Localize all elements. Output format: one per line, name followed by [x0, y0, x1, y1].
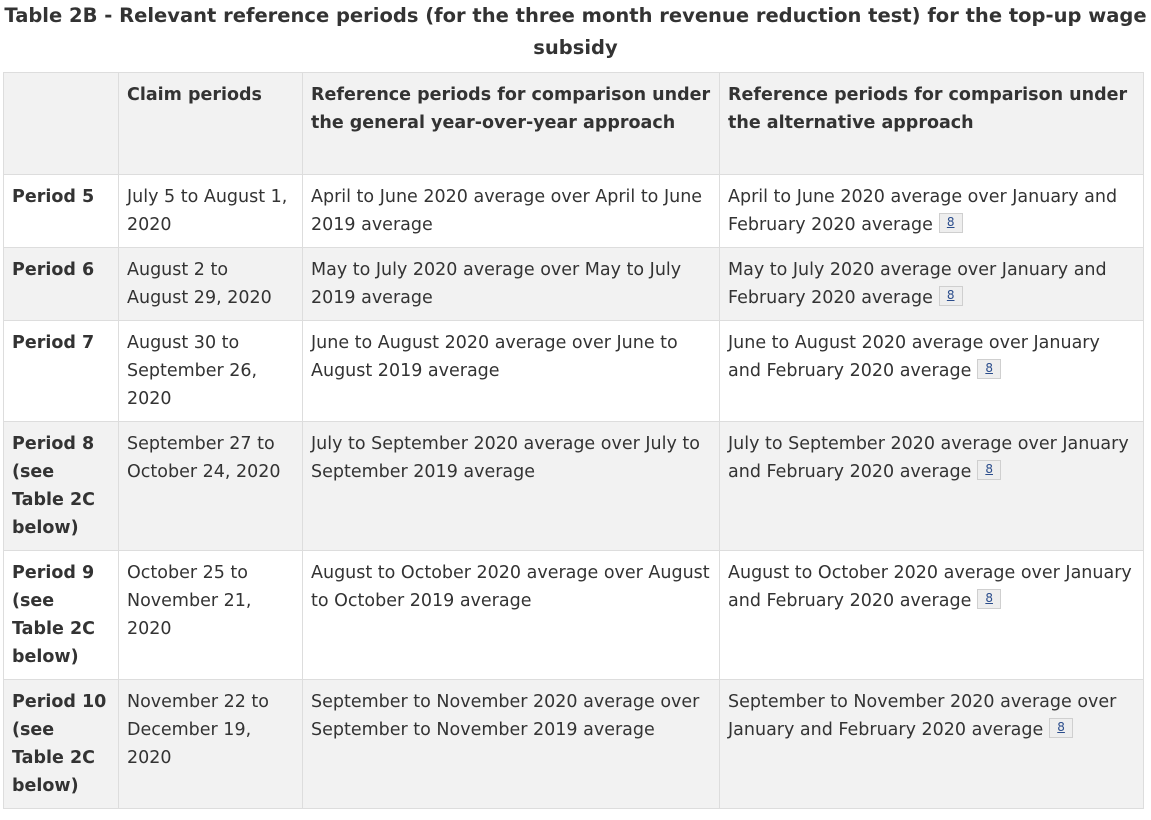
row-claim-period: July 5 to August 1, 2020 — [118, 174, 303, 248]
header-general-approach: Reference periods for comparison under t… — [302, 72, 720, 175]
row-alternative-reference: May to July 2020 average over January an… — [719, 247, 1144, 321]
footnote-link[interactable]: 8 — [1049, 718, 1073, 738]
footnote-link[interactable]: 8 — [977, 359, 1001, 379]
alternative-text: July to September 2020 average over Janu… — [728, 434, 1129, 482]
row-general-reference: June to August 2020 average over June to… — [302, 320, 720, 422]
row-claim-period: September 27 to October 24, 2020 — [118, 421, 303, 551]
row-period: Period 8 (see Table 2C below) — [3, 421, 119, 551]
alternative-text: April to June 2020 average over January … — [728, 187, 1118, 235]
table-row: Period 8 (see Table 2C below) September … — [3, 421, 1144, 551]
row-period: Period 6 — [3, 247, 119, 321]
table-caption: Table 2B - Relevant reference periods (f… — [4, 4, 1147, 59]
row-general-reference: September to November 2020 average over … — [302, 679, 720, 809]
alternative-text: June to August 2020 average over January… — [728, 333, 1100, 381]
row-claim-period: November 22 to December 19, 2020 — [118, 679, 303, 809]
footnote-link[interactable]: 8 — [977, 460, 1001, 480]
row-period: Period 9 (see Table 2C below) — [3, 550, 119, 680]
row-general-reference: May to July 2020 average over May to Jul… — [302, 247, 720, 321]
row-alternative-reference: June to August 2020 average over January… — [719, 320, 1144, 422]
table-row: Period 9 (see Table 2C below) October 25… — [3, 550, 1144, 680]
row-period: Period 7 — [3, 320, 119, 422]
header-claim-periods: Claim periods — [118, 72, 303, 175]
header-blank — [3, 72, 119, 175]
row-alternative-reference: September to November 2020 average over … — [719, 679, 1144, 809]
row-period: Period 10 (see Table 2C below) — [3, 679, 119, 809]
table-row: Period 7 August 30 to September 26, 2020… — [3, 320, 1144, 422]
footnote-link[interactable]: 8 — [977, 589, 1001, 609]
row-general-reference: July to September 2020 average over July… — [302, 421, 720, 551]
row-general-reference: April to June 2020 average over April to… — [302, 174, 720, 248]
table-row: Period 5 July 5 to August 1, 2020 April … — [3, 174, 1144, 248]
header-alternative-approach: Reference periods for comparison under t… — [719, 72, 1144, 175]
row-general-reference: August to October 2020 average over Augu… — [302, 550, 720, 680]
reference-periods-table: Claim periods Reference periods for comp… — [3, 72, 1144, 809]
row-alternative-reference: August to October 2020 average over Janu… — [719, 550, 1144, 680]
alternative-text: August to October 2020 average over Janu… — [728, 563, 1132, 611]
table-header-row: Claim periods Reference periods for comp… — [3, 72, 1144, 175]
row-claim-period: August 30 to September 26, 2020 — [118, 320, 303, 422]
row-alternative-reference: July to September 2020 average over Janu… — [719, 421, 1144, 551]
footnote-link[interactable]: 8 — [938, 286, 963, 306]
alternative-text: May to July 2020 average over January an… — [728, 260, 1107, 308]
footnote-link[interactable]: 8 — [938, 213, 963, 233]
row-claim-period: August 2 to August 29, 2020 — [118, 247, 303, 321]
row-period: Period 5 — [3, 174, 119, 248]
alternative-text: September to November 2020 average over … — [728, 692, 1117, 740]
table-row: Period 10 (see Table 2C below) November … — [3, 679, 1144, 809]
row-alternative-reference: April to June 2020 average over January … — [719, 174, 1144, 248]
table-row: Period 6 August 2 to August 29, 2020 May… — [3, 247, 1144, 321]
row-claim-period: October 25 to November 21, 2020 — [118, 550, 303, 680]
